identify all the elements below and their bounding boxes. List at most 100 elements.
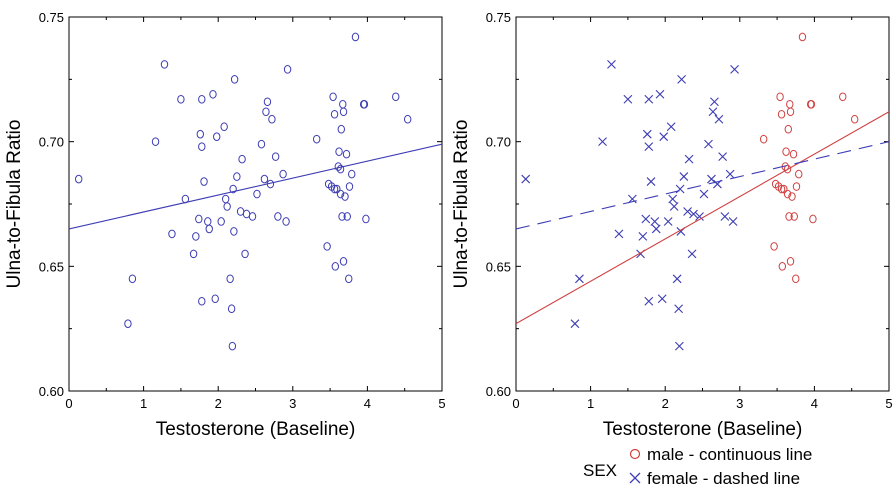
data-point-female xyxy=(720,212,730,221)
data-point xyxy=(227,304,236,314)
data-point xyxy=(342,149,351,159)
data-point xyxy=(226,274,234,284)
data-point-male xyxy=(850,114,859,124)
x-marker-stroke xyxy=(614,229,624,239)
y-tick-label: 0.70 xyxy=(39,135,64,150)
data-point xyxy=(196,129,204,139)
data-point xyxy=(348,169,356,179)
legend-title: SEX xyxy=(583,461,617,480)
data-point xyxy=(128,274,137,284)
y-axis-label: Ulna-to-Fibula Ratio xyxy=(451,120,472,289)
x-marker-stroke xyxy=(570,319,580,329)
data-point-male xyxy=(785,212,793,221)
x-tick-label: 0 xyxy=(512,396,519,411)
data-point-female xyxy=(623,94,633,104)
data-point-male xyxy=(807,99,816,109)
data-point-female xyxy=(651,224,661,234)
x-marker-stroke xyxy=(641,214,651,224)
data-point-female xyxy=(679,172,689,181)
data-point xyxy=(241,249,249,259)
x-marker-stroke xyxy=(650,217,660,226)
data-point xyxy=(283,65,292,74)
data-point xyxy=(392,92,400,102)
x-marker-stroke xyxy=(598,137,607,147)
data-point xyxy=(211,294,219,304)
y-tick-label: 0.75 xyxy=(486,10,511,25)
x-axis-label: Testosterone (Baseline) xyxy=(156,419,356,440)
data-point xyxy=(209,89,217,99)
data-point xyxy=(198,296,206,306)
data-point xyxy=(333,184,341,194)
data-point-male xyxy=(790,212,798,221)
data-point xyxy=(233,172,241,181)
y-tick-label: 0.70 xyxy=(486,135,511,150)
data-point-female xyxy=(718,152,728,162)
y-tick-label: 0.60 xyxy=(486,384,511,399)
data-point xyxy=(323,242,331,251)
data-point xyxy=(200,177,208,186)
data-point xyxy=(341,192,349,201)
data-point-female xyxy=(638,232,648,241)
data-point-female xyxy=(684,154,694,164)
data-point xyxy=(230,227,238,236)
x-marker-stroke xyxy=(669,202,679,211)
data-point xyxy=(330,184,339,194)
x-marker-stroke xyxy=(657,294,667,304)
data-point-male xyxy=(777,109,786,119)
data-point xyxy=(205,224,213,234)
data-point xyxy=(331,262,340,271)
data-point xyxy=(262,107,270,117)
x-marker-stroke xyxy=(679,172,689,181)
data-point xyxy=(160,60,169,69)
x-marker-stroke xyxy=(674,304,684,314)
data-point-female xyxy=(728,217,738,226)
x-marker-stroke xyxy=(730,64,739,74)
data-point xyxy=(360,99,369,109)
data-point-female xyxy=(674,341,684,351)
data-point-male xyxy=(786,107,795,117)
y-axis-label: Ulna-to-Fibula Ratio xyxy=(4,120,25,289)
x-marker-stroke xyxy=(707,174,716,184)
data-point-female xyxy=(675,184,685,194)
fit-line-female xyxy=(516,141,889,230)
x-marker-stroke xyxy=(684,154,694,164)
data-point-female xyxy=(668,194,678,204)
x-axis-label: Testosterone (Baseline) xyxy=(603,419,803,440)
data-point-female xyxy=(614,229,624,239)
y-tick-label: 0.65 xyxy=(39,259,64,274)
data-point-female xyxy=(689,209,698,219)
x-marker-stroke xyxy=(683,207,692,216)
data-point-female xyxy=(666,122,676,132)
data-point xyxy=(345,182,354,191)
data-point-female xyxy=(672,274,682,284)
data-point-male xyxy=(780,184,788,194)
x-marker-stroke xyxy=(644,296,654,306)
data-point-female xyxy=(641,214,651,224)
x-marker-stroke xyxy=(666,122,676,132)
data-point xyxy=(223,202,231,211)
data-point xyxy=(263,97,272,107)
data-point-female xyxy=(644,296,654,306)
data-point xyxy=(220,122,228,132)
x-marker-stroke xyxy=(710,97,719,107)
data-point-female xyxy=(575,274,584,284)
x-tick-label: 3 xyxy=(736,396,743,411)
data-point-female xyxy=(714,114,724,124)
data-point xyxy=(198,142,206,151)
data-point-female xyxy=(699,189,709,199)
x-tick-label: 5 xyxy=(885,396,892,411)
data-point xyxy=(213,132,221,141)
x-marker-stroke xyxy=(575,274,584,284)
data-point xyxy=(279,169,287,179)
data-point xyxy=(339,257,348,266)
data-point-female xyxy=(704,139,713,149)
legend-marker-female xyxy=(629,472,641,484)
x-marker-stroke xyxy=(672,274,682,284)
data-point xyxy=(177,94,185,104)
x-tick-label: 2 xyxy=(662,396,669,411)
x-marker-stroke xyxy=(728,217,738,226)
data-point-male xyxy=(786,257,795,266)
x-marker-stroke xyxy=(638,232,648,241)
data-point-female xyxy=(674,304,684,314)
data-point-female xyxy=(598,137,607,147)
